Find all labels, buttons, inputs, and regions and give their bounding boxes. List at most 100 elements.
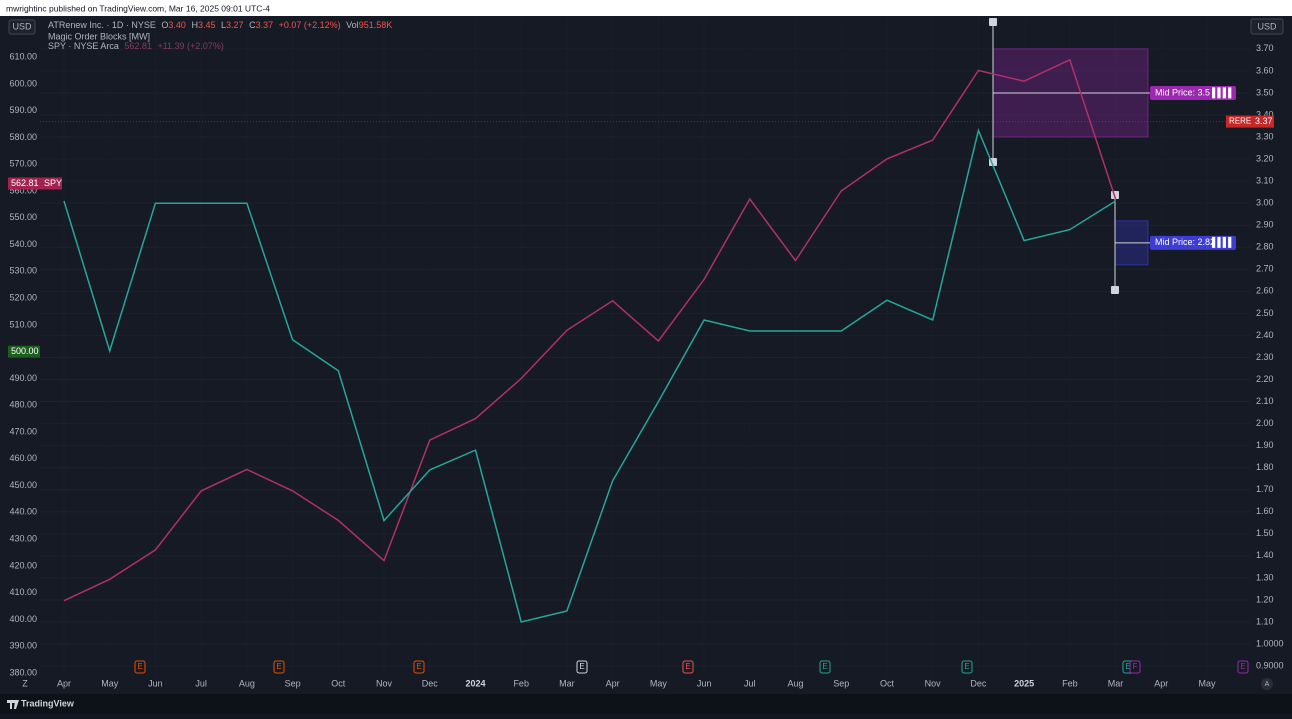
- event-marker: [819, 660, 831, 674]
- compare-price: 562.81: [124, 41, 152, 51]
- x-tick-label: Sep: [833, 678, 849, 688]
- x-tick-label: Oct: [331, 678, 346, 688]
- y-tick-label: 540.00: [9, 239, 37, 249]
- currency-left[interactable]: USD: [12, 21, 32, 31]
- y2-tick-label: 1.80: [1256, 462, 1274, 472]
- event-label: E: [579, 662, 584, 671]
- ohlc-label: L: [221, 20, 226, 30]
- change: +0.07 (+2.12%): [279, 20, 341, 30]
- y2-tick-label: 3.00: [1256, 198, 1274, 208]
- publisher: mwrightinc published on TradingView.com,…: [6, 3, 270, 13]
- y-tick-label: 610.00: [9, 51, 37, 61]
- y2-tick-label: 2.80: [1256, 242, 1274, 252]
- price-tag-bg: [1226, 115, 1274, 128]
- event-label: E: [685, 662, 690, 671]
- publish-bar: [0, 0, 1292, 16]
- auto-button[interactable]: A: [1265, 681, 1270, 688]
- y-tick-label: 410.00: [9, 587, 37, 597]
- event-marker: [576, 660, 588, 674]
- x-tick-label: Feb: [513, 678, 529, 688]
- y2-tick-label: 2.10: [1256, 396, 1274, 406]
- x-tick-label: May: [101, 678, 119, 688]
- x-tick-label: Aug: [788, 678, 804, 688]
- event-label: E: [416, 662, 421, 671]
- auto-button-bg[interactable]: [1261, 678, 1273, 690]
- event-label: E: [137, 662, 142, 671]
- y2-tick-label: 1.60: [1256, 506, 1274, 516]
- brand: TradingView: [21, 698, 75, 708]
- y2-tick-label: 1.30: [1256, 572, 1274, 582]
- x-tick-label: Sep: [285, 678, 301, 688]
- compare-symbol: SPY · NYSE Arca: [48, 41, 119, 51]
- y2-tick-label: 1.50: [1256, 528, 1274, 538]
- ohlc-value: 3.45: [198, 20, 216, 30]
- x-tick-label: 2025: [1014, 678, 1034, 688]
- x-tick-label: Mar: [1108, 678, 1124, 688]
- y-tick-label: 430.00: [9, 534, 37, 544]
- x-tick-label: 2024: [465, 678, 485, 688]
- mid-label-bg: [1150, 85, 1236, 100]
- currency-button[interactable]: [1250, 18, 1284, 35]
- currency-right[interactable]: USD: [1257, 21, 1277, 31]
- y2-tick-label: 2.40: [1256, 330, 1274, 340]
- mid-label: Mid Price: 3.5: [1155, 87, 1210, 97]
- y-tick-label: 450.00: [9, 480, 37, 490]
- price-tag-name: RERE: [1229, 117, 1251, 126]
- mid-label: Mid Price: 2.82: [1155, 237, 1215, 247]
- x-tick-label: Apr: [606, 678, 620, 688]
- y-tick-label: 510.00: [9, 319, 37, 329]
- currency-button[interactable]: [8, 19, 36, 35]
- mid-label-bars: ▌▌▌▌: [1212, 86, 1234, 98]
- y-tick-label: 560.00: [9, 185, 37, 195]
- x-tick-label: Feb: [1062, 678, 1078, 688]
- event-marker: [961, 660, 973, 674]
- x-tick-label: Dec: [422, 678, 439, 688]
- event-label: F: [1133, 662, 1138, 671]
- y2-tick-label: 1.20: [1256, 594, 1274, 604]
- x-tick-label: May: [650, 678, 668, 688]
- y2-tick-label: 3.30: [1256, 131, 1274, 141]
- price-tag-bg: [8, 177, 62, 190]
- mid-label-bg: [1150, 235, 1236, 250]
- y2-tick-label: 1.40: [1256, 550, 1274, 560]
- y-tick-label: 480.00: [9, 400, 37, 410]
- event-marker: [273, 660, 285, 674]
- legend-compare: SPY · NYSE Arca 562.81 +11.39 (+2.07%): [48, 41, 224, 51]
- y-tick-label: 400.00: [9, 614, 37, 624]
- ohlc-label: O: [161, 20, 168, 30]
- y2-tick-label: 3.40: [1256, 109, 1274, 119]
- zoom-button[interactable]: Z: [22, 678, 28, 688]
- x-tick-label: Jun: [697, 678, 712, 688]
- event-marker: [1237, 660, 1249, 674]
- series-line: [63, 127, 1116, 623]
- y2-tick-label: 3.60: [1256, 65, 1274, 75]
- y2-tick-label: 1.0000: [1256, 638, 1284, 648]
- y-tick-label: 440.00: [9, 507, 37, 517]
- y-tick-label: 580.00: [9, 132, 37, 142]
- y-tick-label: 490.00: [9, 373, 37, 383]
- footer-bar: [0, 694, 1292, 714]
- ohlc-label: C: [249, 20, 256, 30]
- y2-tick-label: 3.70: [1256, 43, 1274, 53]
- x-tick-label: Mar: [559, 678, 575, 688]
- series: [40, 58, 1250, 623]
- y2-tick-label: 2.50: [1256, 308, 1274, 318]
- y2-tick-label: 1.90: [1256, 440, 1274, 450]
- y2-tick-label: 2.30: [1256, 352, 1274, 362]
- block-marker-end: [989, 18, 997, 26]
- y-tick-label: 420.00: [9, 560, 37, 570]
- event-marker: [134, 660, 146, 674]
- y-tick-label: 550.00: [9, 212, 37, 222]
- y-tick-label: 570.00: [9, 159, 37, 169]
- y2-tick-label: 3.10: [1256, 175, 1274, 185]
- mid-label-bars: ▌▌▌▌: [1212, 236, 1234, 248]
- event-label: E: [964, 662, 969, 671]
- event-label: E: [276, 662, 281, 671]
- event-label: E: [1240, 662, 1245, 671]
- ohlc-value: 3.40: [168, 20, 186, 30]
- y2-tick-label: 2.20: [1256, 374, 1274, 384]
- y2-tick-label: 2.70: [1256, 264, 1274, 274]
- event-marker: [1129, 660, 1141, 674]
- y-tick-label: 380.00: [9, 667, 37, 677]
